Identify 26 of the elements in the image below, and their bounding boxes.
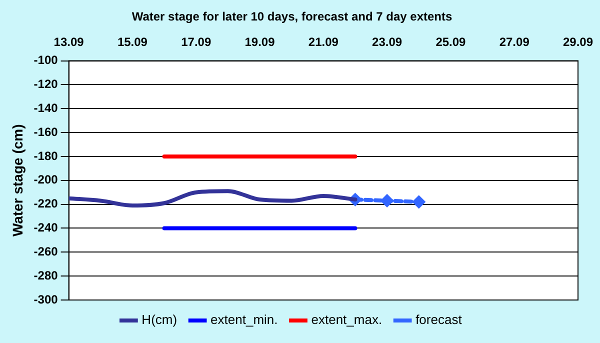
y-tick-label: -180	[34, 148, 58, 163]
y-tick-label: -260	[34, 244, 58, 258]
x-tick-label: 29.09	[562, 34, 594, 49]
chart-title: Water stage for later 10 days, forecast and 7 day extents	[132, 10, 452, 24]
y-tick-label: -280	[34, 268, 58, 282]
y-tick-label: -100	[34, 53, 58, 68]
y-tick-label: -140	[34, 100, 58, 115]
y-tick-label: -240	[34, 220, 58, 235]
x-tick-label: 17.09	[181, 34, 212, 49]
x-tick-label: 25.09	[436, 34, 466, 49]
legend-label: extent_max.	[311, 312, 382, 328]
y-axis-title: Water stage (cm)	[9, 124, 26, 237]
y-tick-label: -200	[34, 172, 58, 187]
x-tick-label: 23.09	[372, 34, 402, 49]
legend-label: H(cm)	[142, 312, 178, 328]
legend-label: forecast	[416, 312, 462, 328]
x-tick-label: 21.09	[308, 34, 339, 49]
x-tick-label: 19.09	[244, 34, 276, 49]
x-tick-label: 13.09	[54, 34, 84, 49]
x-tick-label: 27.09	[499, 34, 530, 49]
x-tick-label: 15.09	[117, 34, 148, 49]
y-tick-label: -300	[34, 292, 58, 306]
y-tick-label: -120	[34, 77, 58, 92]
y-tick-label: -220	[34, 196, 58, 211]
y-tick-label: -160	[34, 124, 58, 139]
legend-label: extent_min.	[210, 312, 278, 328]
